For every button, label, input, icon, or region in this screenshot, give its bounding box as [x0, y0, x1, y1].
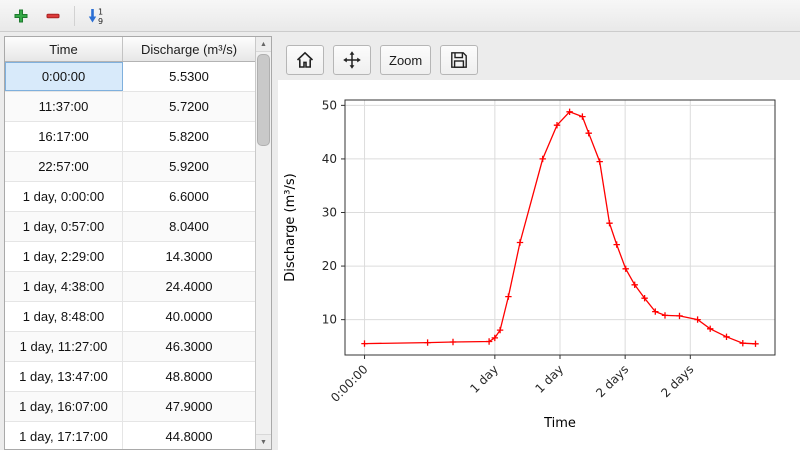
scrollbar-track[interactable]: [256, 52, 271, 434]
time-cell[interactable]: 1 day, 16:07:00: [5, 392, 123, 421]
time-cell[interactable]: 0:00:00: [5, 62, 123, 91]
table-row[interactable]: 1 day, 0:00:00 6.6000: [5, 182, 255, 212]
table-scrollbar[interactable]: ▲ ▼: [255, 37, 271, 449]
chart-toolbar: Zoom: [286, 44, 479, 76]
add-row-button[interactable]: [8, 3, 34, 29]
discharge-cell[interactable]: 47.9000: [165, 399, 213, 414]
time-cell[interactable]: 16:17:00: [5, 122, 123, 151]
y-axis: 10 20 30 40 50: [322, 98, 345, 327]
sort-ascending-icon: 1 9: [88, 7, 103, 25]
time-series-table: Time Discharge (m³/s) 0:00:00 5.5300 11:37…: [4, 36, 272, 450]
discharge-cell[interactable]: 46.3000: [165, 339, 213, 354]
discharge-cell[interactable]: 6.6000: [169, 189, 209, 204]
time-cell[interactable]: 1 day, 0:00:00: [5, 182, 123, 211]
time-cell[interactable]: 11:37:00: [5, 92, 123, 121]
discharge-cell[interactable]: 14.3000: [165, 249, 213, 264]
table-row[interactable]: 1 day, 17:17:00 44.8000: [5, 422, 255, 449]
time-cell[interactable]: 1 day, 13:47:00: [5, 362, 123, 391]
data-markers: [361, 108, 759, 347]
svg-text:2 days: 2 days: [658, 362, 696, 400]
x-axis: 0:00:00 1 day 1 day 2 days 2 days: [328, 355, 696, 405]
minus-icon: [46, 13, 60, 18]
svg-text:2 days: 2 days: [593, 362, 631, 400]
discharge-cell[interactable]: 48.8000: [165, 369, 213, 384]
discharge-cell[interactable]: 5.8200: [169, 129, 209, 144]
column-header-time[interactable]: Time: [5, 37, 123, 61]
table-main: Time Discharge (m³/s) 0:00:00 5.5300 11:37…: [5, 37, 255, 449]
time-cell[interactable]: 1 day, 8:48:00: [5, 302, 123, 331]
discharge-cell[interactable]: 24.4000: [165, 279, 213, 294]
time-cell[interactable]: 1 day, 11:27:00: [5, 332, 123, 361]
svg-text:30: 30: [322, 206, 337, 220]
plus-icon: [14, 9, 28, 22]
table-row[interactable]: 1 day, 2:29:00 14.3000: [5, 242, 255, 272]
table-header: Time Discharge (m³/s): [5, 37, 255, 62]
pan-button[interactable]: [333, 45, 371, 75]
chart-figure[interactable]: 0:00:00 1 day 1 day 2 days 2 days 10 20 30 40 50 T…: [278, 80, 800, 450]
time-cell[interactable]: 22:57:00: [5, 152, 123, 181]
table-row[interactable]: 11:37:00 5.7200: [5, 92, 255, 122]
svg-text:9: 9: [98, 17, 103, 25]
table-row[interactable]: 1 day, 11:27:00 46.3000: [5, 332, 255, 362]
table-row[interactable]: 16:17:00 5.8200: [5, 122, 255, 152]
table-row[interactable]: 1 day, 0:57:00 8.0400: [5, 212, 255, 242]
sort-rows-button[interactable]: 1 9: [83, 3, 109, 29]
discharge-cell[interactable]: 8.0400: [169, 219, 209, 234]
svg-text:40: 40: [322, 152, 337, 166]
table-row[interactable]: 1 day, 8:48:00 40.0000: [5, 302, 255, 332]
pan-icon: [343, 51, 361, 69]
discharge-cell[interactable]: 5.9200: [169, 159, 209, 174]
scroll-down-arrow-icon[interactable]: ▼: [256, 434, 271, 449]
table-body: 0:00:00 5.5300 11:37:00 5.7200 16:17:00 5.820…: [5, 62, 255, 449]
discharge-cell[interactable]: 5.7200: [169, 99, 209, 114]
svg-text:1: 1: [98, 7, 103, 16]
time-cell[interactable]: 1 day, 2:29:00: [5, 242, 123, 271]
scroll-up-arrow-icon[interactable]: ▲: [256, 37, 271, 52]
main-toolbar: 1 9: [0, 0, 800, 32]
table-row[interactable]: 22:57:00 5.9200: [5, 152, 255, 182]
chart-grid: [345, 100, 775, 355]
discharge-cell[interactable]: 5.5300: [169, 69, 209, 84]
home-button[interactable]: [286, 45, 324, 75]
toolbar-separator: [74, 5, 75, 26]
delete-row-button[interactable]: [40, 3, 66, 29]
x-axis-label: Time: [543, 416, 576, 431]
time-cell[interactable]: 1 day, 0:57:00: [5, 212, 123, 241]
zoom-button[interactable]: Zoom: [380, 45, 432, 75]
discharge-cell[interactable]: 40.0000: [165, 309, 213, 324]
time-cell[interactable]: 1 day, 17:17:00: [5, 422, 123, 449]
save-button[interactable]: [440, 45, 479, 75]
home-icon: [296, 51, 314, 68]
chart-canvas[interactable]: 0:00:00 1 day 1 day 2 days 2 days 10 20 30 40 50 T…: [278, 80, 800, 450]
table-row[interactable]: 0:00:00 5.5300: [5, 62, 255, 92]
discharge-cell[interactable]: 44.8000: [165, 429, 213, 444]
time-cell[interactable]: 1 day, 4:38:00: [5, 272, 123, 301]
table-row[interactable]: 1 day, 16:07:00 47.9000: [5, 392, 255, 422]
svg-text:20: 20: [322, 259, 337, 273]
scrollbar-thumb[interactable]: [257, 54, 270, 146]
svg-text:50: 50: [322, 98, 337, 112]
svg-text:1 day: 1 day: [467, 362, 501, 396]
svg-text:10: 10: [322, 313, 337, 327]
svg-text:1 day: 1 day: [533, 362, 567, 396]
save-icon: [451, 52, 468, 68]
table-row[interactable]: 1 day, 13:47:00 48.8000: [5, 362, 255, 392]
zoom-button-label: Zoom: [389, 52, 423, 68]
svg-text:0:00:00: 0:00:00: [328, 362, 371, 405]
table-row[interactable]: 1 day, 4:38:00 24.4000: [5, 272, 255, 302]
column-header-discharge[interactable]: Discharge (m³/s): [140, 41, 238, 57]
y-axis-label: Discharge (m³/s): [283, 173, 298, 281]
